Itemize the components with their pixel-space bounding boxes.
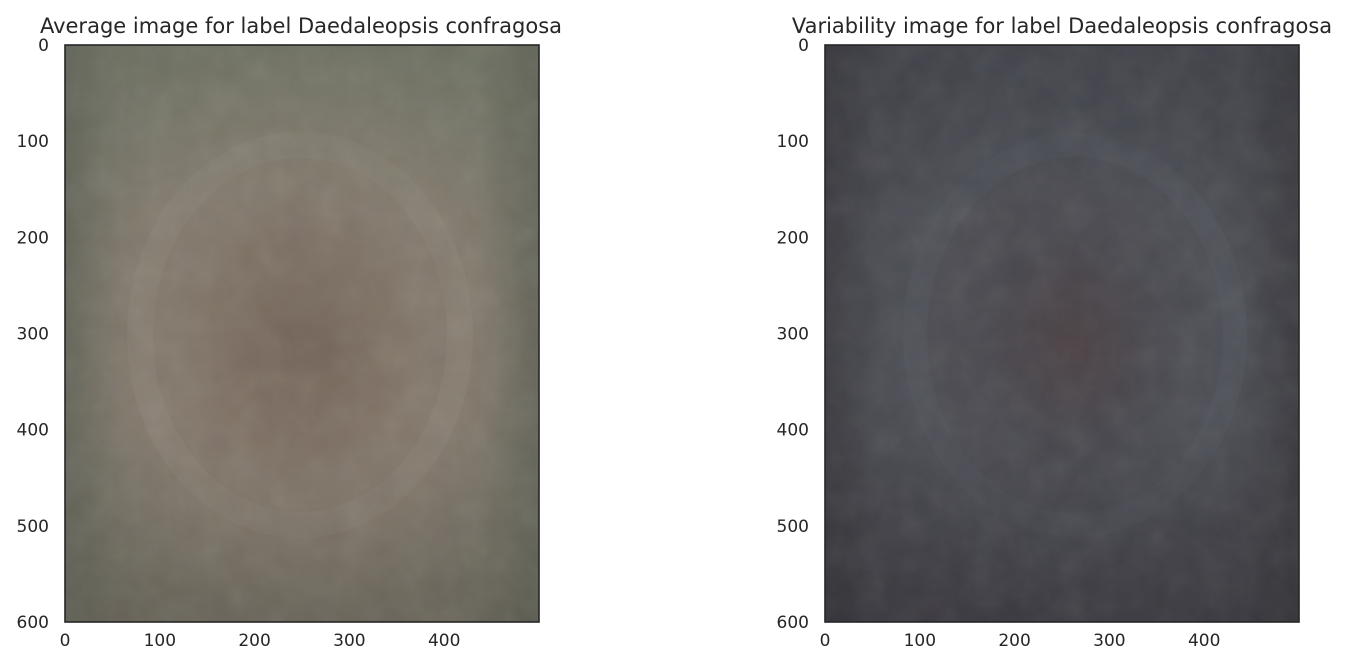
average-image bbox=[65, 45, 539, 622]
variability-image-x-tick-label: 100 bbox=[904, 631, 936, 651]
average-image-x-tick-label: 200 bbox=[238, 631, 270, 651]
average-image-x-tick-label: 400 bbox=[428, 631, 460, 651]
average-image-frame bbox=[64, 44, 540, 623]
variability-image-panel: Variability image for label Daedaleopsis… bbox=[777, 14, 1333, 651]
variability-image-title: Variability image for label Daedaleopsis… bbox=[792, 14, 1332, 38]
variability-image-y-tick-label: 400 bbox=[777, 421, 809, 441]
variability-image-y-tick-label: 500 bbox=[777, 517, 809, 537]
variability-image-y-tick-label: 300 bbox=[777, 325, 809, 345]
average-image-y-tick-label: 500 bbox=[17, 517, 49, 537]
average-image-x-tick-label: 0 bbox=[60, 631, 71, 651]
variability-image-y-tick-label: 600 bbox=[777, 613, 809, 633]
average-image-y-tick-label: 400 bbox=[17, 421, 49, 441]
variability-image-y-ticks: 0 100 200 300 400 500 600 bbox=[777, 36, 809, 633]
average-image-y-tick-label: 0 bbox=[38, 36, 49, 56]
variability-image-x-tick-label: 300 bbox=[1093, 631, 1125, 651]
average-image-y-tick-label: 300 bbox=[17, 325, 49, 345]
average-image-x-tick-label: 300 bbox=[333, 631, 365, 651]
variability-image-x-tick-label: 0 bbox=[820, 631, 831, 651]
average-image-y-tick-label: 600 bbox=[17, 613, 49, 633]
variability-image-y-tick-label: 100 bbox=[777, 132, 809, 152]
average-image-x-ticks: 0 100 200 300 400 bbox=[60, 631, 461, 651]
average-image-y-ticks: 0 100 200 300 400 500 600 bbox=[17, 36, 49, 633]
variability-image bbox=[825, 45, 1299, 622]
variability-image-x-tick-label: 400 bbox=[1188, 631, 1220, 651]
average-image-y-tick-label: 200 bbox=[17, 228, 49, 248]
average-image-title: Average image for label Daedaleopsis con… bbox=[40, 14, 562, 38]
average-image-x-tick-label: 100 bbox=[144, 631, 176, 651]
variability-image-y-tick-label: 0 bbox=[798, 36, 809, 56]
variability-image-frame bbox=[824, 44, 1300, 623]
average-image-panel: Average image for label Daedaleopsis con… bbox=[17, 14, 562, 651]
variability-image-x-tick-label: 200 bbox=[998, 631, 1030, 651]
variability-image-y-tick-label: 200 bbox=[777, 228, 809, 248]
average-image-y-tick-label: 100 bbox=[17, 132, 49, 152]
variability-image-x-ticks: 0 100 200 300 400 bbox=[820, 631, 1221, 651]
